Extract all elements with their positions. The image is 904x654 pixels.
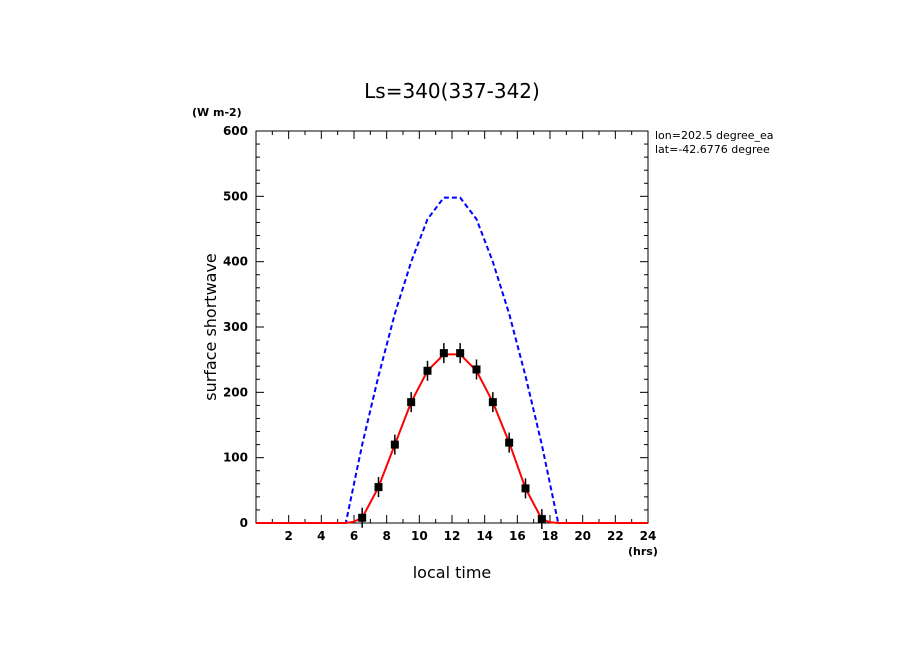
- y-unit-label: (W m-2): [192, 106, 242, 119]
- data-point: [439, 349, 448, 358]
- x-tick-label: 22: [607, 529, 624, 543]
- y-tick-label: 500: [223, 189, 248, 203]
- y-tick-label: 100: [223, 451, 248, 465]
- y-axis-label: surface shortwave: [201, 253, 220, 401]
- data-point: [358, 513, 367, 522]
- y-tick-label: 600: [223, 124, 248, 138]
- x-tick-label: 10: [411, 529, 428, 543]
- data-point: [390, 440, 399, 449]
- x-tick-label: 20: [574, 529, 591, 543]
- chart-title: Ls=340(337-342): [364, 79, 540, 103]
- y-tick-label: 300: [223, 320, 248, 334]
- data-point: [537, 515, 546, 524]
- data-point: [488, 398, 497, 407]
- x-tick-label: 12: [444, 529, 461, 543]
- series-line-solid: [256, 353, 648, 524]
- y-tick-label: 200: [223, 385, 248, 399]
- x-tick-label: 16: [509, 529, 526, 543]
- x-tick-label: 6: [350, 529, 358, 543]
- data-point: [374, 483, 383, 492]
- x-axis-label: local time: [413, 563, 492, 582]
- annotation-lat: lat=-42.6776 degree: [655, 143, 770, 156]
- plot-frame: [255, 130, 649, 524]
- x-tick-label: 2: [284, 529, 292, 543]
- data-point: [407, 398, 416, 407]
- series-line-dashed: [256, 196, 648, 524]
- x-unit-label: (hrs): [628, 545, 658, 558]
- data-point: [456, 349, 465, 358]
- annotation-lon: lon=202.5 degree_ea: [655, 129, 774, 142]
- x-tick-label: 14: [476, 529, 493, 543]
- y-tick-label: 0: [240, 516, 248, 530]
- y-tick-label: 400: [223, 255, 248, 269]
- x-tick-label: 8: [382, 529, 390, 543]
- data-point: [472, 365, 481, 374]
- data-point: [505, 438, 514, 447]
- x-tick-label: 18: [542, 529, 559, 543]
- x-tick-label: 24: [640, 529, 657, 543]
- x-tick-label: 4: [317, 529, 325, 543]
- data-point: [423, 366, 432, 375]
- data-point: [521, 484, 530, 493]
- annotation-clip-cover: [780, 125, 840, 160]
